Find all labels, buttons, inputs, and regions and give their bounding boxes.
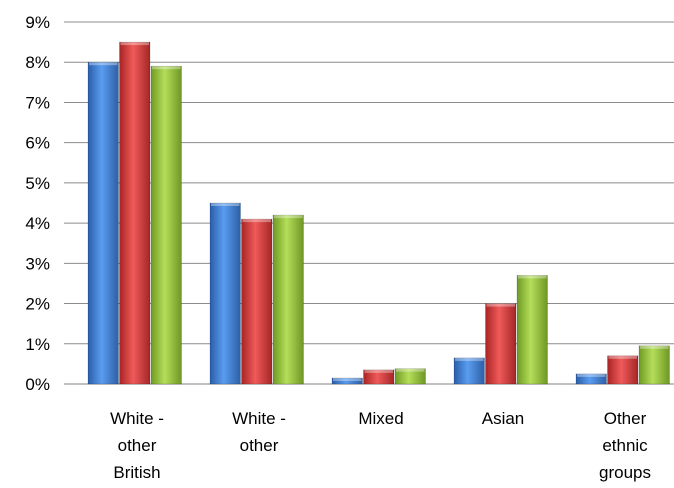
bar-highlight: [364, 369, 393, 373]
bar-series-2-cat-2: [241, 218, 273, 385]
x-category-label: Asian: [482, 409, 525, 428]
x-category-label-line: Mixed: [358, 409, 403, 428]
bar-series-3-cat-1: [150, 65, 182, 385]
x-category-label: White - other British: [110, 409, 164, 482]
bar-highlight: [89, 62, 118, 66]
bar-highlight: [242, 219, 271, 223]
x-category-label: White - other: [232, 409, 286, 455]
x-category-label-line: ethnic: [602, 436, 648, 455]
x-category-label: Mixed: [358, 409, 403, 428]
bar-series-1-cat-1: [87, 61, 119, 385]
bar-highlight: [120, 42, 149, 46]
y-tick-label: 3%: [25, 254, 50, 273]
bar-series-1-cat-4: [453, 357, 485, 385]
bar-series-3-cat-3: [394, 368, 426, 385]
bar-highlight: [577, 373, 606, 377]
y-tick-label: 4%: [25, 214, 50, 233]
x-category-label-line: other: [240, 436, 279, 455]
bar-series-2-cat-1: [119, 41, 151, 385]
x-category-label-line: Other: [604, 409, 647, 428]
x-axis-categories: White - other British White - other Mixed Asia…: [110, 409, 651, 482]
x-category-label-line: Asian: [482, 409, 525, 428]
y-tick-label: 2%: [25, 295, 50, 314]
bar-series-3-cat-5: [638, 345, 670, 385]
x-category-label-line: White -: [110, 409, 164, 428]
y-tick-label: 0%: [25, 375, 50, 394]
bars: [87, 41, 670, 385]
bar-highlight: [333, 378, 362, 381]
y-tick-label: 1%: [25, 335, 50, 354]
bar-highlight: [486, 303, 515, 307]
bar-series-2-cat-5: [607, 355, 639, 385]
bar-series-3-cat-2: [272, 214, 304, 385]
y-tick-label: 6%: [25, 134, 50, 153]
bar-series-1-cat-2: [209, 202, 241, 385]
y-axis-ticks: 0% 1% 2% 3% 4% 5% 6% 7% 8% 9%: [25, 13, 50, 394]
bar-series-2-cat-3: [363, 369, 395, 385]
bar-series-1-cat-3: [331, 377, 363, 385]
bar-highlight: [640, 345, 669, 349]
bar-highlight: [518, 275, 547, 279]
bar-series-3-cat-4: [516, 275, 548, 385]
y-tick-label: 7%: [25, 93, 50, 112]
y-tick-label: 8%: [25, 53, 50, 72]
x-category-label-line: other: [118, 436, 157, 455]
bar-highlight: [455, 357, 484, 361]
bar-series-2-cat-4: [485, 303, 517, 385]
bar-highlight: [608, 355, 637, 359]
y-tick-label: 9%: [25, 13, 50, 32]
bar-series-1-cat-5: [575, 373, 607, 385]
bar-highlight: [152, 66, 181, 70]
bar-highlight: [274, 215, 303, 219]
x-category-label: Other ethnic groups: [599, 409, 651, 482]
x-category-label-line: White -: [232, 409, 286, 428]
bar-highlight: [396, 368, 425, 372]
x-category-label-line: groups: [599, 463, 651, 482]
x-category-label-line: British: [113, 463, 160, 482]
bar-highlight: [211, 203, 240, 206]
y-tick-label: 5%: [25, 174, 50, 193]
